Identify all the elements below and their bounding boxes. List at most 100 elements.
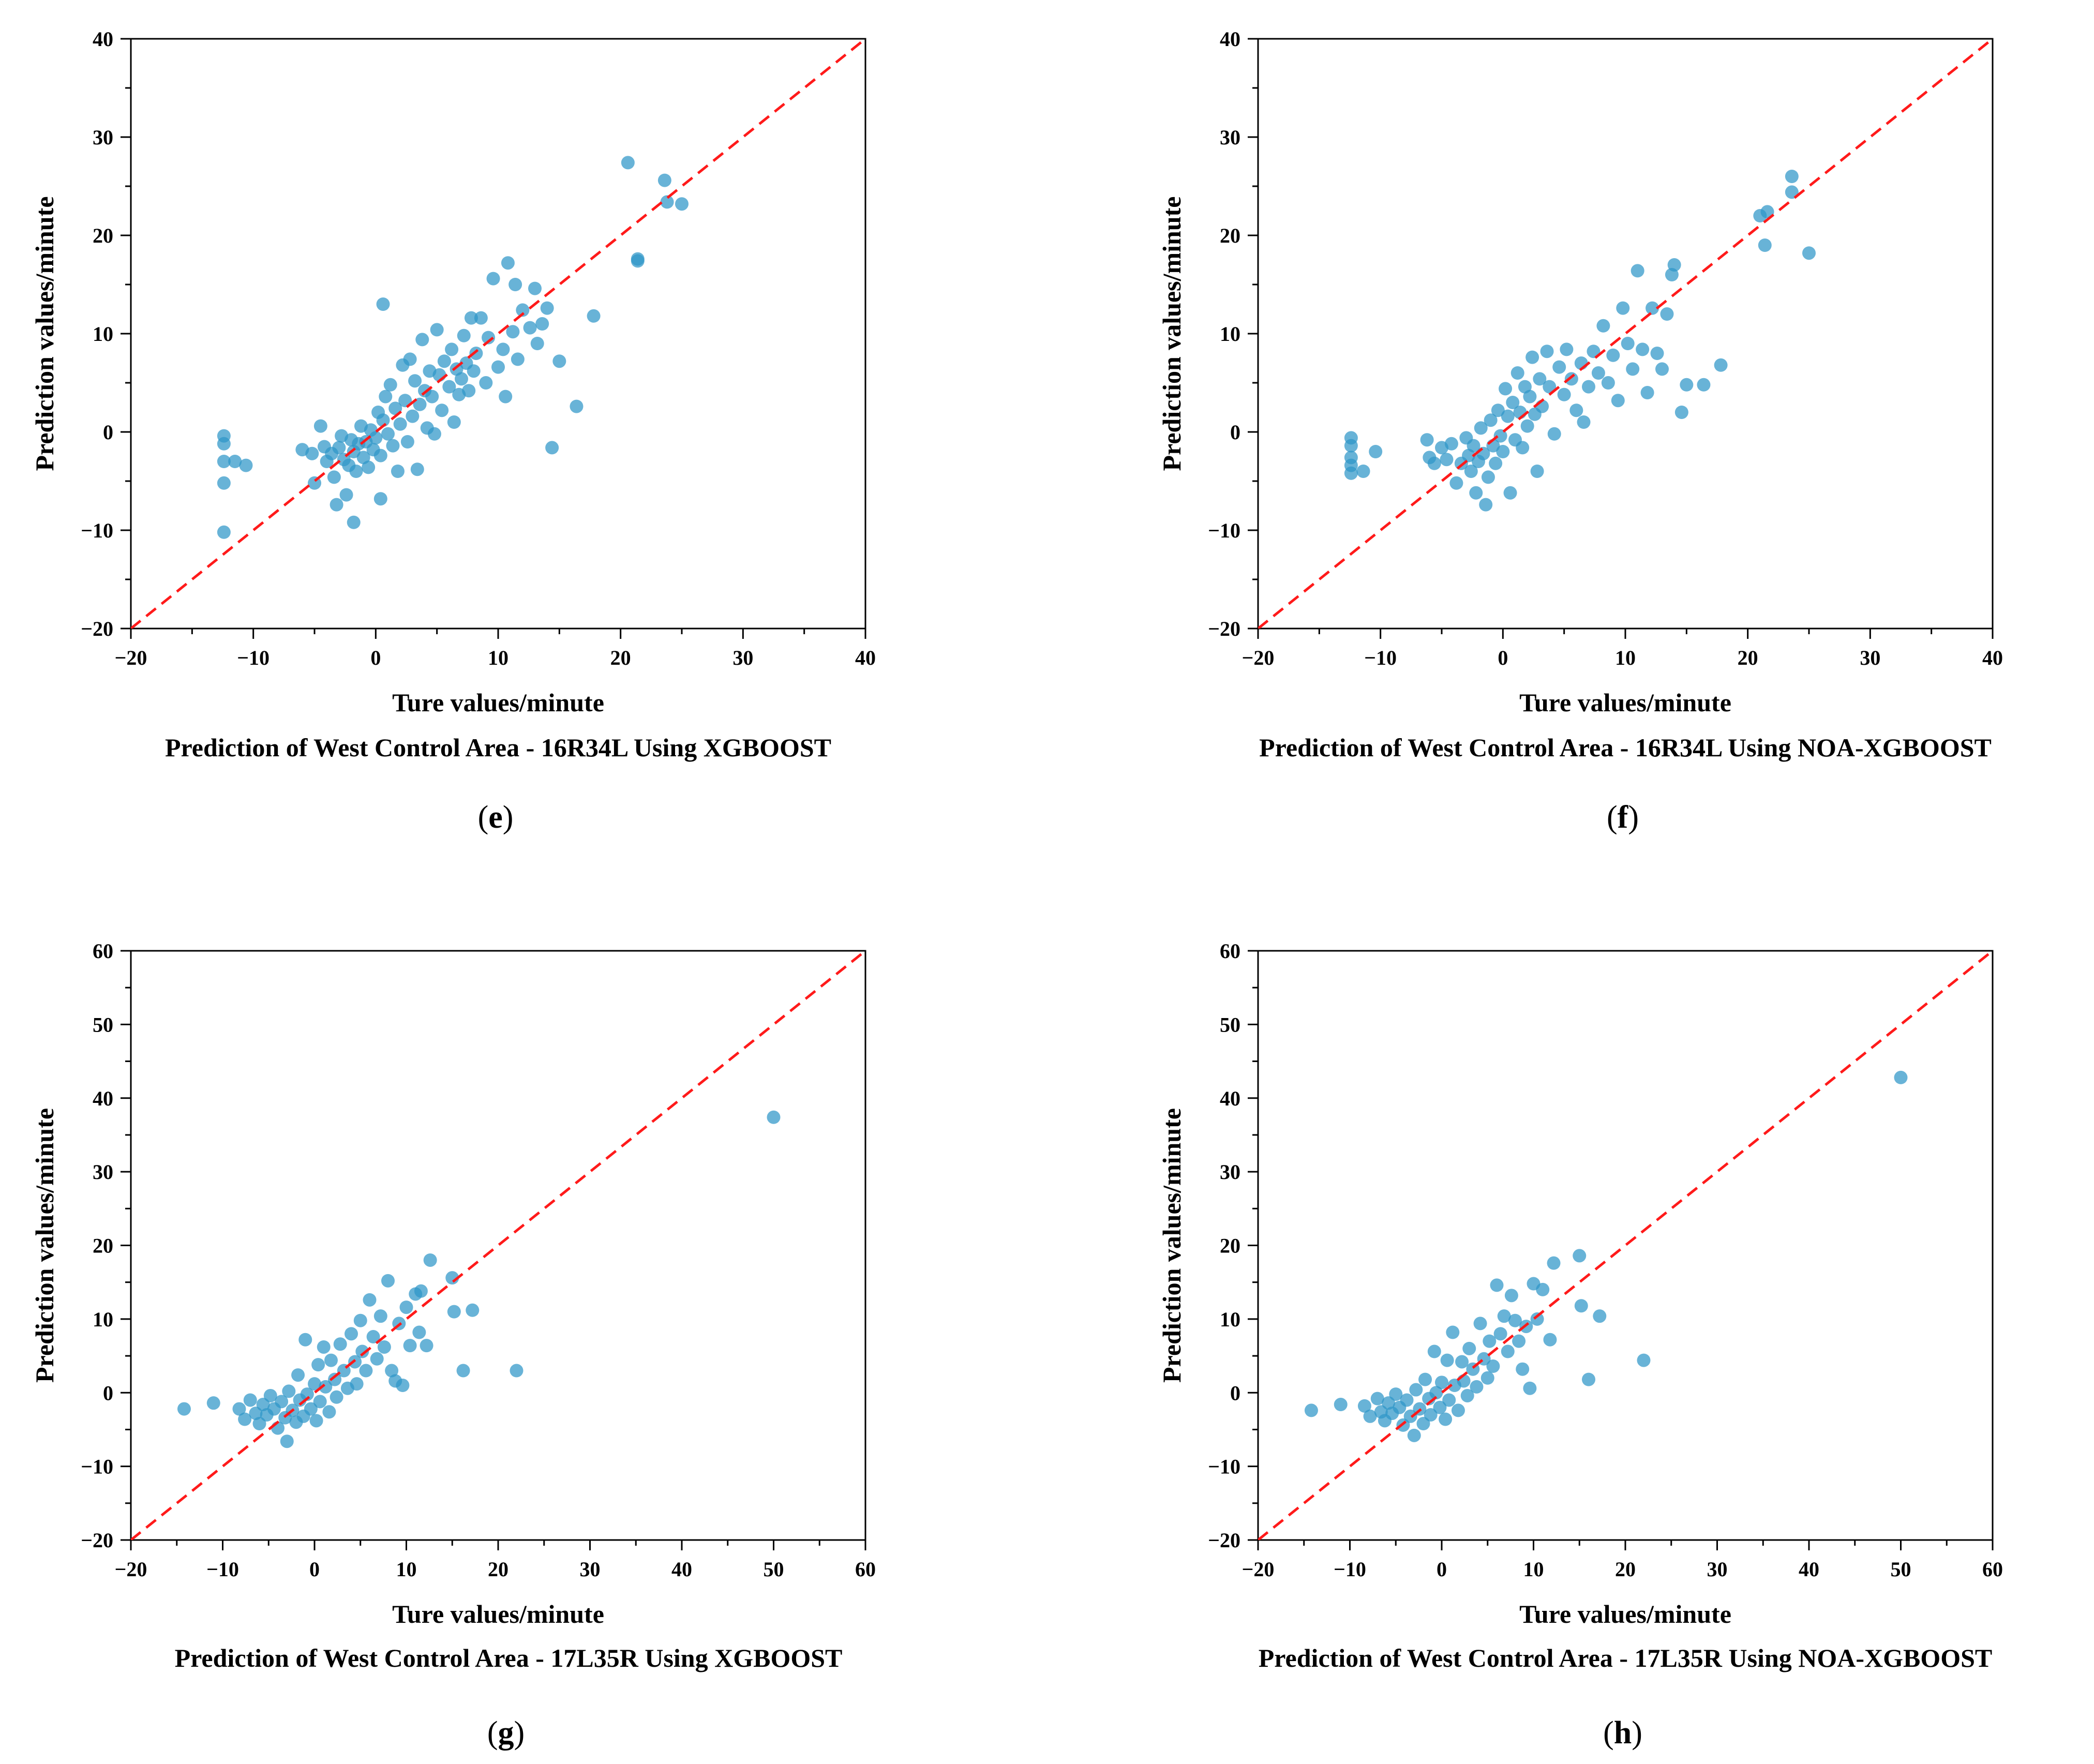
- scatter-point: [406, 409, 420, 423]
- scatter-point: [400, 435, 414, 449]
- scatter-point: [587, 309, 601, 323]
- scatter-point: [464, 311, 478, 325]
- scatter-point: [327, 470, 341, 484]
- panel-f: −20 −10 0 10 20 30 40 −20 −10 0 10 20 30 40 Ture value…: [1157, 27, 2003, 835]
- x-tick-label: 10: [1523, 1558, 1544, 1581]
- panel-letter: e: [488, 800, 503, 835]
- scatter-point: [359, 1364, 373, 1378]
- panel-label: (g): [487, 1715, 525, 1751]
- scatter-point: [1427, 456, 1441, 470]
- scatter-point: [1473, 1317, 1487, 1331]
- scatter-point: [1540, 345, 1554, 358]
- scatter-point: [1400, 1393, 1414, 1407]
- scatter-point: [1356, 465, 1370, 478]
- scatter-point: [1611, 394, 1625, 408]
- scatter-point: [280, 1434, 294, 1448]
- scatter-point: [1512, 1334, 1526, 1348]
- reference-line-y-equals-x: [1258, 39, 1993, 629]
- scatter-point: [499, 390, 513, 403]
- scatter-point: [1591, 366, 1605, 380]
- scatter-point: [275, 1395, 289, 1409]
- scatter-point: [510, 1364, 524, 1378]
- y-tick-label: 50: [93, 1013, 113, 1036]
- scatter-point: [1439, 1412, 1453, 1426]
- scatter-point: [1440, 453, 1454, 467]
- y-axis-label: Prediction values/minute: [1157, 196, 1186, 471]
- scatter-point: [530, 337, 544, 350]
- scatter-point: [1389, 1387, 1403, 1401]
- scatter-point: [313, 1395, 327, 1409]
- scatter-point: [1543, 1333, 1557, 1347]
- scatter-point: [1601, 376, 1615, 390]
- scatter-point: [1467, 439, 1480, 453]
- scatter-point: [298, 1333, 312, 1347]
- y-tick-label: 50: [1220, 1013, 1240, 1036]
- scatter-point: [535, 317, 549, 331]
- y-tick-label: 10: [1220, 1308, 1240, 1331]
- scatter-point: [339, 488, 353, 502]
- scatter-point: [217, 455, 231, 468]
- scatter-point: [1442, 1393, 1456, 1407]
- scatter-point: [1382, 1396, 1396, 1410]
- panel-letter: g: [498, 1715, 514, 1751]
- y-tick-label: −20: [81, 617, 113, 640]
- scatter-point: [1523, 1381, 1537, 1395]
- chart-title: Prediction of West Control Area - 17L35R…: [175, 1643, 843, 1672]
- scatter-point: [1440, 1353, 1454, 1367]
- reference-line-y-equals-x: [131, 39, 865, 629]
- scatter-point: [1427, 1344, 1441, 1358]
- y-tick-label: −20: [1208, 617, 1240, 640]
- scatter-point: [1667, 258, 1681, 272]
- scatter-point: [1564, 372, 1578, 386]
- x-tick-label: −10: [1334, 1558, 1366, 1581]
- scatter-point: [1449, 476, 1463, 490]
- scatter-point: [1621, 337, 1635, 350]
- scatter-point: [621, 156, 635, 170]
- scatter-point: [370, 1352, 384, 1366]
- x-tick-label: 60: [1982, 1558, 2003, 1581]
- scatter-point: [1516, 1362, 1530, 1376]
- scatter-point: [412, 1325, 426, 1339]
- scatter-point: [415, 333, 429, 347]
- x-axis-label: Ture values/minute: [1519, 688, 1731, 717]
- scatter-point: [1460, 1388, 1474, 1402]
- scatter-point: [1606, 348, 1620, 362]
- scatter-point: [362, 460, 376, 474]
- y-tick-label: −20: [81, 1529, 113, 1552]
- scatter-point: [282, 1384, 296, 1398]
- scatter-point: [466, 1303, 480, 1317]
- scatter-point: [373, 492, 387, 506]
- scatter-point: [373, 1309, 387, 1323]
- scatter-point: [767, 1110, 781, 1124]
- scatter-point: [403, 352, 417, 366]
- scatter-point: [469, 347, 483, 360]
- scatter-point: [376, 297, 390, 311]
- scatter-point: [1420, 433, 1434, 447]
- scatter-point: [308, 1377, 321, 1391]
- scatter-point: [1424, 1408, 1438, 1422]
- scatter-point: [1530, 1312, 1544, 1326]
- x-tick-label: 0: [1498, 646, 1508, 669]
- scatter-point: [570, 399, 584, 413]
- x-tick-label: −20: [1242, 646, 1275, 669]
- scatter-points-e: [217, 156, 689, 539]
- scatter-point: [1508, 1313, 1522, 1327]
- scatter-point: [398, 394, 412, 408]
- y-tick-label: −10: [1208, 1455, 1240, 1478]
- scatter-point: [1480, 1371, 1494, 1385]
- scatter-point: [1626, 362, 1640, 376]
- chart-title: Prediction of West Control Area - 17L35R…: [1259, 1643, 1993, 1672]
- scatter-point: [243, 1393, 257, 1407]
- x-tick-label: −10: [1364, 646, 1397, 669]
- scatter-point: [631, 252, 645, 266]
- x-tick-label: −20: [115, 1558, 147, 1581]
- scatter-point: [291, 1368, 305, 1382]
- panel-label: (e): [478, 800, 514, 835]
- y-tick-label: −10: [1208, 519, 1240, 542]
- reference-line-y-equals-x: [1258, 951, 1993, 1540]
- y-tick-label: 40: [93, 1087, 113, 1110]
- scatter-point: [377, 1340, 391, 1354]
- x-tick-label: 60: [855, 1558, 876, 1581]
- scatter-point: [391, 465, 405, 478]
- scatter-point: [1357, 1399, 1371, 1413]
